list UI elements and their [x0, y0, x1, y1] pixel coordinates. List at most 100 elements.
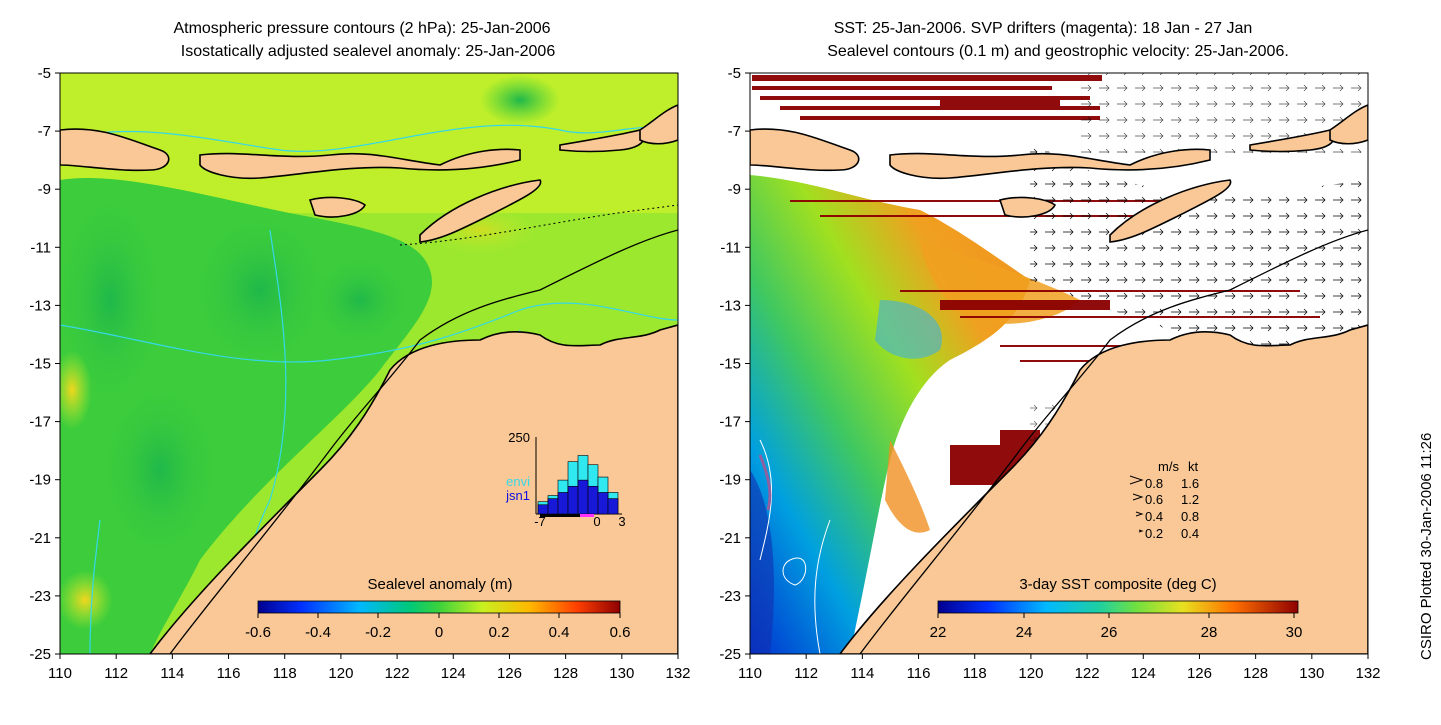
y-tick-label: -13 — [719, 297, 741, 314]
shelf-contour — [859, 229, 1368, 654]
y-tick-label: -7 — [728, 123, 741, 140]
histogram-bar-jsn1 — [577, 479, 589, 515]
shelf-contour — [169, 229, 678, 654]
sla-low-blob — [190, 210, 330, 370]
x-tick-label: 132 — [1355, 665, 1380, 682]
right-colorbar-tick: 24 — [1016, 624, 1033, 641]
left-map-svg: Atmospheric pressure contours (2 hPa): 2… — [29, 20, 690, 682]
left-colorbar-tick: -0.6 — [245, 624, 271, 641]
y-tick-label: -15 — [719, 356, 741, 373]
sla-low-blob — [100, 380, 220, 560]
x-tick-label: 126 — [1187, 665, 1212, 682]
x-tick-label: 128 — [553, 665, 578, 682]
left-map-field: Sealevel anomaly (m) -0.6 -0.4 -0.2 0 0.… — [60, 73, 678, 654]
histogram-bar-jsn1 — [557, 492, 569, 515]
sla-high-blob — [60, 350, 92, 430]
histogram-bars — [537, 455, 619, 515]
y-tick-label: -9 — [728, 181, 741, 198]
y-tick-label: -5 — [728, 65, 741, 82]
histogram-legend-jsn1: jsn1 — [505, 488, 530, 503]
timor-island — [419, 179, 542, 243]
sst-warm-patch — [885, 440, 930, 533]
x-tick-label: 116 — [907, 665, 931, 682]
velocity-legend-kt: 1.2 — [1181, 492, 1199, 507]
left-title-line2: Isostatically adjusted sealevel anomaly:… — [181, 43, 556, 60]
left-y-axis: -5 -7 -9 -11 -13 -15 -17 -19 -21 -23 -25 — [29, 65, 60, 663]
credit-text: CSIRO Plotted 30-Jan-2006 11:26 — [1418, 433, 1435, 660]
island-far-east — [639, 104, 678, 145]
sumba-island — [308, 196, 367, 218]
left-colorbar-tick: -0.2 — [365, 624, 391, 641]
y-tick-label: -17 — [719, 414, 741, 431]
histogram-x-label: 3 — [618, 514, 625, 529]
y-tick-label: -21 — [29, 530, 51, 547]
y-tick-label: -21 — [719, 530, 741, 547]
x-tick-label: 118 — [963, 665, 987, 682]
left-colorbar-tick: 0.6 — [610, 624, 631, 641]
left-colorbar-tick: 0.2 — [489, 624, 510, 641]
java-island — [750, 128, 860, 172]
right-colorbar-tick: 28 — [1201, 624, 1218, 641]
sst-cool-patch — [750, 470, 774, 654]
velocity-legend-ms: 0.4 — [1145, 509, 1163, 524]
right-y-axis: -5 -7 -9 -11 -13 -15 -17 -19 -21 -23 -25 — [719, 65, 750, 663]
y-tick-label: -7 — [38, 123, 51, 140]
histogram-bar-jsn1 — [567, 485, 579, 515]
y-tick-label: -23 — [29, 588, 51, 605]
histogram-bar-jsn1 — [547, 498, 559, 515]
velocity-arrow-icon — [1135, 511, 1144, 517]
y-tick-label: -5 — [38, 65, 51, 82]
velocity-legend-kt: 1.6 — [1181, 476, 1199, 491]
histogram-ymax-label: 250 — [508, 430, 530, 445]
x-tick-label: 118 — [273, 665, 297, 682]
right-colorbar-tick: 30 — [1286, 624, 1303, 641]
histogram-x-label: 0 — [593, 514, 600, 529]
island-far-east — [1329, 104, 1368, 145]
x-tick-label: 122 — [1075, 665, 1100, 682]
java-island — [60, 128, 170, 172]
y-tick-label: -11 — [30, 239, 51, 256]
left-colorbar-tick: -0.4 — [305, 624, 331, 641]
velocity-legend-ms: 0.6 — [1145, 492, 1163, 507]
right-x-axis: 110 112 114 116 118 120 122 124 126 128 130 132 — [738, 654, 1381, 682]
x-tick-label: 112 — [104, 665, 128, 682]
velocity-arrow-icon — [1138, 529, 1144, 533]
histogram-bar-jsn1 — [597, 492, 609, 515]
sla-low-blob — [310, 255, 410, 345]
land-masses — [750, 104, 1368, 654]
left-colorbar — [257, 600, 621, 614]
right-colorbar — [937, 600, 1299, 614]
right-map-svg: SST: 25-Jan-2006. SVP drifters (magenta)… — [719, 20, 1435, 682]
histogram-inset: 250 envi jsn1 -7 0 3 — [505, 430, 625, 529]
right-title-line1: SST: 25-Jan-2006. SVP drifters (magenta)… — [834, 20, 1253, 37]
left-colorbar-tick: 0 — [435, 624, 443, 641]
velocity-legend-ms: 0.2 — [1145, 526, 1163, 541]
y-tick-label: -13 — [29, 297, 51, 314]
right-colorbar-tick: 22 — [930, 624, 947, 641]
x-tick-label: 124 — [1131, 665, 1156, 682]
histogram-bar-jsn1 — [537, 504, 549, 515]
x-tick-label: 132 — [665, 665, 690, 682]
left-colorbar-title: Sealevel anomaly (m) — [367, 576, 512, 593]
histogram-magenta-strip — [580, 514, 594, 517]
velocity-legend-ms-header: m/s — [1158, 459, 1179, 474]
velocity-legend-ms: 0.8 — [1145, 476, 1163, 491]
left-title-line1: Atmospheric pressure contours (2 hPa): 2… — [173, 20, 550, 37]
nusa-tenggara-islands — [199, 148, 521, 180]
x-tick-label: 120 — [328, 665, 353, 682]
x-tick-label: 116 — [217, 665, 241, 682]
australia-mainland — [149, 324, 678, 654]
land-masses — [60, 104, 678, 654]
right-colorbar-tick: 26 — [1101, 624, 1118, 641]
right-map-field: m/s kt 0.8 1.6 0.6 1.2 0.4 0.8 0.2 0.4 3… — [750, 73, 1368, 654]
histogram-bar-jsn1 — [587, 485, 599, 515]
sla-low-blob — [480, 75, 560, 125]
velocity-legend-kt: 0.8 — [1181, 509, 1199, 524]
left-colorbar-tick: 0.4 — [549, 624, 570, 641]
sla-high-blob — [60, 570, 113, 630]
y-tick-label: -19 — [29, 472, 51, 489]
histogram-x-label: -7 — [534, 514, 546, 529]
velocity-arrow-icon — [1129, 475, 1144, 485]
australia-mainland — [839, 324, 1368, 654]
x-tick-label: 130 — [1299, 665, 1324, 682]
